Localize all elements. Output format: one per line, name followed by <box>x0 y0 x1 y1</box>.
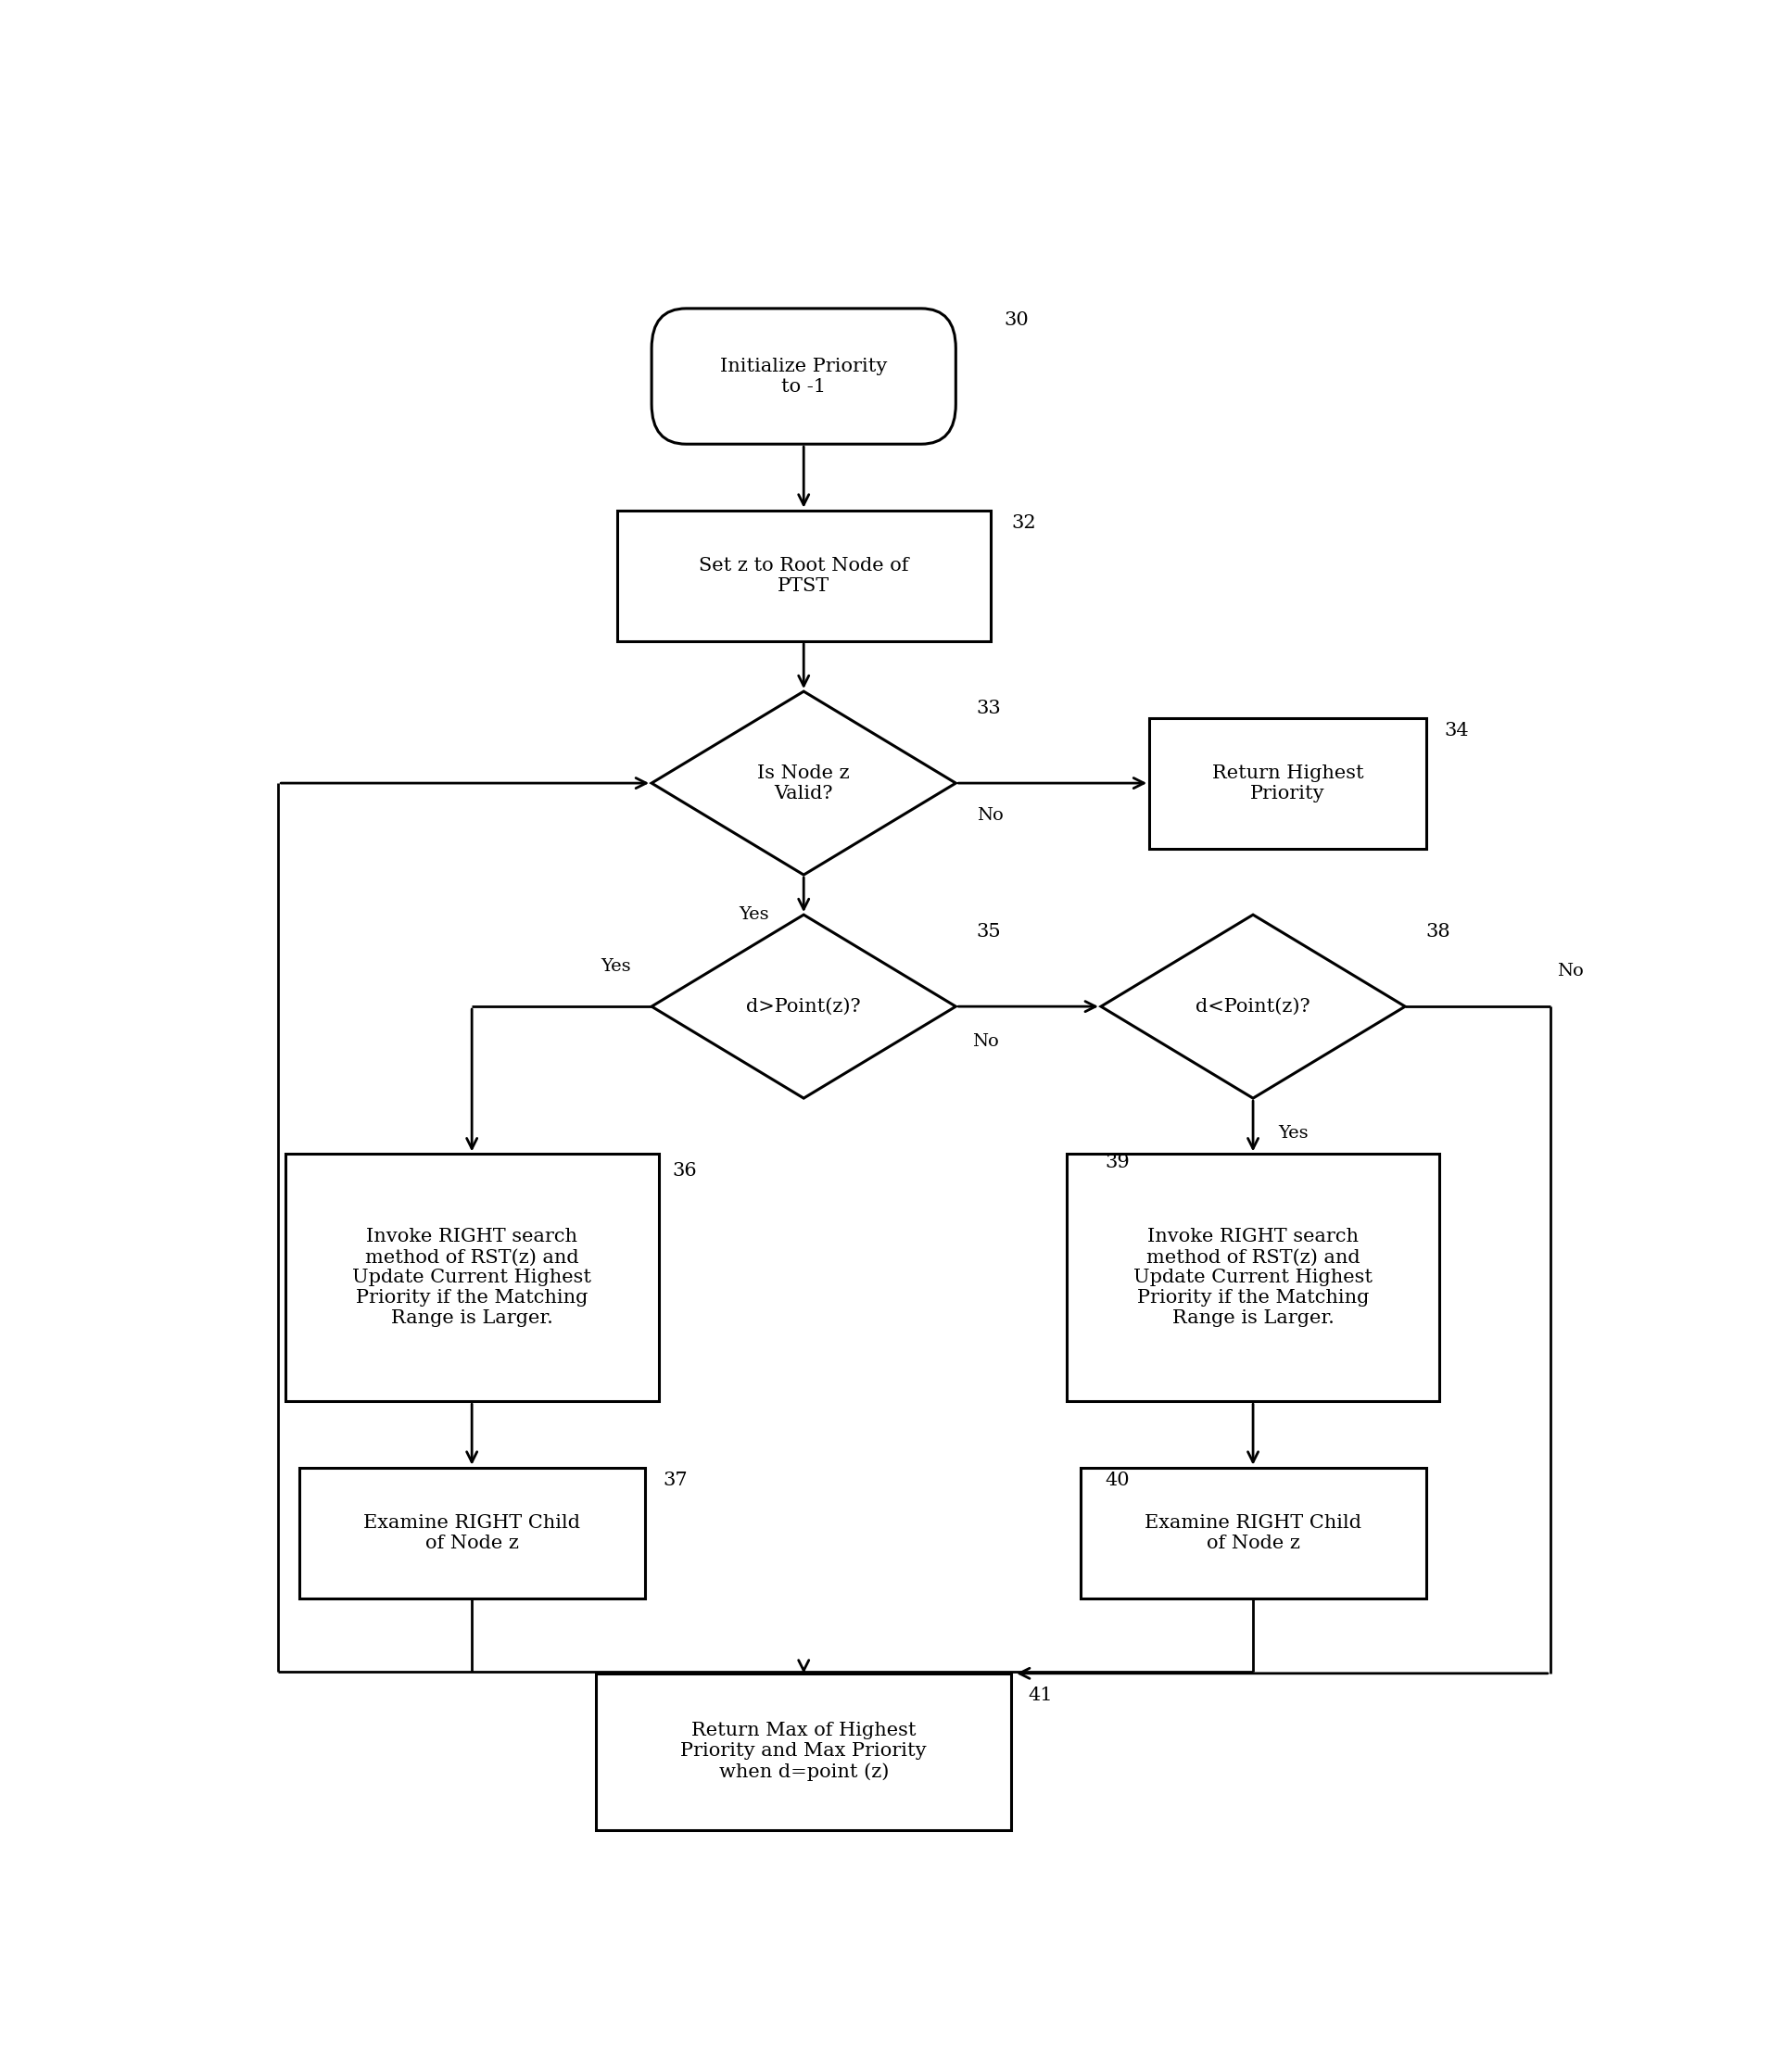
Bar <box>1149 717 1425 850</box>
FancyBboxPatch shape <box>651 309 956 443</box>
Text: 41: 41 <box>1028 1687 1053 1705</box>
Text: No: No <box>976 806 1003 823</box>
Text: Is Node z
Valid?: Is Node z Valid? <box>758 765 849 802</box>
Text: Yes: Yes <box>601 957 632 976</box>
Text: Return Highest
Priority: Return Highest Priority <box>1211 765 1363 802</box>
Bar <box>617 510 990 640</box>
Polygon shape <box>651 692 956 874</box>
Text: No: No <box>972 1034 999 1051</box>
Text: Yes: Yes <box>739 905 769 924</box>
Text: Invoke RIGHT search
method of RST(z) and
Update Current Highest
Priority if the : Invoke RIGHT search method of RST(z) and… <box>1133 1229 1372 1328</box>
Text: 34: 34 <box>1443 721 1468 740</box>
Text: 38: 38 <box>1425 922 1450 941</box>
Text: d>Point(z)?: d>Point(z)? <box>746 999 862 1015</box>
Bar <box>1081 1467 1425 1598</box>
Text: Set z to Root Node of
PTST: Set z to Root Node of PTST <box>699 557 908 595</box>
Text: 35: 35 <box>976 922 1001 941</box>
Text: d<Point(z)?: d<Point(z)? <box>1195 999 1309 1015</box>
Polygon shape <box>651 914 956 1098</box>
Text: 39: 39 <box>1104 1154 1129 1171</box>
Text: 33: 33 <box>976 700 1001 717</box>
Text: 32: 32 <box>1012 514 1037 533</box>
Text: Invoke RIGHT search
method of RST(z) and
Update Current Highest
Priority if the : Invoke RIGHT search method of RST(z) and… <box>351 1229 592 1328</box>
Polygon shape <box>1101 914 1406 1098</box>
Bar <box>300 1467 644 1598</box>
Text: Examine RIGHT Child
of Node z: Examine RIGHT Child of Node z <box>1145 1515 1361 1552</box>
Text: No: No <box>1557 963 1584 980</box>
Text: 36: 36 <box>673 1162 698 1179</box>
Bar <box>285 1154 658 1401</box>
Bar <box>1067 1154 1440 1401</box>
Text: 40: 40 <box>1104 1471 1129 1490</box>
Text: Return Max of Highest
Priority and Max Priority
when d=point (z): Return Max of Highest Priority and Max P… <box>681 1722 926 1782</box>
Bar <box>596 1674 1012 1830</box>
Text: Yes: Yes <box>1277 1125 1308 1142</box>
Text: 37: 37 <box>662 1471 687 1490</box>
Text: Initialize Priority
to -1: Initialize Priority to -1 <box>721 356 887 396</box>
Text: Examine RIGHT Child
of Node z: Examine RIGHT Child of Node z <box>364 1515 580 1552</box>
Text: 30: 30 <box>1004 311 1029 329</box>
